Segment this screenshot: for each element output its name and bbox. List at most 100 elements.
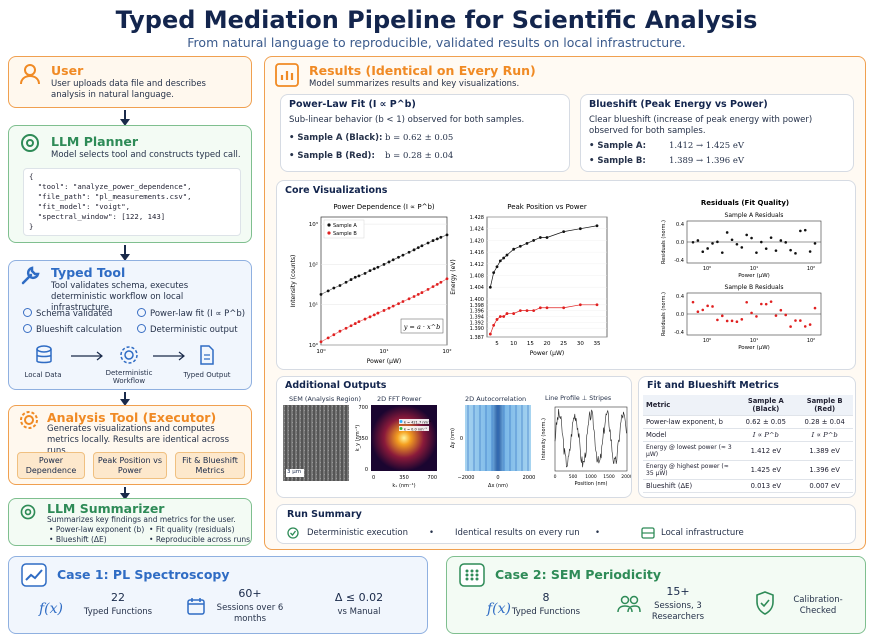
- data-point: [495, 318, 499, 321]
- x-tick-label: 10¹: [750, 266, 758, 272]
- x-tick-label: 5: [495, 341, 499, 347]
- x-axis-label: Power (μW): [738, 345, 770, 351]
- residual-point: [784, 241, 788, 244]
- x-tick-label: 35: [594, 341, 601, 347]
- residual-point: [740, 318, 744, 321]
- residual-point: [799, 229, 802, 233]
- planner-title: LLM Planner: [51, 134, 139, 149]
- summarizer-desc: Summarizes key findings and metrics for …: [47, 515, 236, 524]
- legend-label: Sample A: [333, 223, 357, 229]
- plot-area: [486, 216, 608, 338]
- case2-title: Case 2: SEM Periodicity: [495, 567, 661, 582]
- metrics-card: Fit and Blueshift Metrics Metric Sample …: [638, 376, 856, 498]
- blueshift-b-label: • Sample B:: [589, 156, 646, 166]
- y-tick-label: 1.428: [470, 215, 484, 221]
- data-point: [326, 336, 330, 340]
- powerlaw-title: Power-Law Fit (I ∝ P^b): [289, 99, 416, 110]
- typed-desc: Tool validates schema, executes determin…: [51, 281, 189, 313]
- pill-fit-metrics: Fit & Blueshift Metrics: [175, 452, 245, 479]
- residual-point: [696, 239, 700, 242]
- lineprofile-title: Line Profile ⊥ Stripes: [545, 395, 612, 402]
- data-point: [502, 315, 506, 318]
- data-point: [595, 303, 599, 307]
- residual-point: [789, 325, 792, 328]
- y-axis-label: Residuals (norm.): [661, 220, 667, 264]
- data-point: [338, 329, 342, 333]
- x-axis-label: Power (μW): [738, 273, 770, 279]
- core-title: Core Visualizations: [285, 185, 388, 196]
- metrics-col-a: Sample A (Black): [735, 395, 797, 416]
- legend-marker: [327, 231, 331, 235]
- profile-line: [554, 409, 628, 468]
- data-point: [420, 291, 424, 294]
- arrow-down: [120, 245, 130, 261]
- residual-point: [760, 302, 763, 306]
- data-point: [426, 241, 430, 245]
- run-title: Run Summary: [287, 509, 362, 520]
- case1-stat2-label: Sessions over 6 months: [216, 603, 284, 624]
- residual-point: [725, 231, 729, 234]
- function-icon: f(x): [487, 601, 512, 617]
- check-blueshift: Blueshift calculation: [23, 323, 122, 336]
- data-point: [407, 297, 411, 301]
- powerlaw-a-value: b = 0.62 ± 0.05: [385, 133, 454, 143]
- y-tick-label: -0.4: [674, 258, 684, 264]
- fft-k2-label: k = 0.0 nm⁻¹: [404, 428, 427, 432]
- data-point: [382, 309, 386, 312]
- document-icon: [200, 345, 214, 365]
- data-point: [376, 311, 380, 315]
- check-powerlaw: Power-law fit (I ∝ P^b): [137, 307, 245, 320]
- residual-point: [799, 319, 802, 322]
- residual-point: [706, 304, 709, 308]
- table-row: Energy @ lowest power (≈ 3 μW) 1.412 eV 1.…: [643, 441, 853, 461]
- data-point: [412, 295, 416, 298]
- data-point: [525, 241, 529, 245]
- data-point: [363, 271, 367, 275]
- residual-point: [740, 246, 744, 249]
- residual-point: [779, 239, 783, 242]
- y-tick-label: 1.420: [470, 238, 484, 244]
- data-point: [431, 285, 435, 289]
- data-point: [332, 286, 336, 290]
- metrics-table: Metric Sample A (Black) Sample B (Red) P…: [643, 395, 853, 493]
- data-point: [344, 280, 348, 284]
- data-point: [488, 332, 492, 336]
- pill-peak-position: Peak Position vs Power: [93, 452, 167, 479]
- case2-stat1-value: 8: [542, 591, 550, 604]
- residual-point: [706, 247, 709, 250]
- data-point: [332, 333, 336, 337]
- page-subtitle: From natural language to reproducible, v…: [187, 35, 686, 50]
- data-point: [372, 313, 376, 317]
- sem-scalebar: 3 μm: [287, 469, 302, 475]
- bullet-reproducible: • Reproducible across runs: [149, 535, 251, 544]
- y-tick-label: 10¹: [309, 302, 318, 309]
- residual-point: [701, 308, 705, 312]
- data-point: [349, 278, 353, 281]
- chart-title: Residuals (Fit Quality): [701, 199, 789, 207]
- autocorr-title: 2D Autocorrelation: [465, 395, 527, 403]
- data-point: [562, 306, 566, 310]
- data-point: [495, 265, 499, 269]
- x-tick-label: 10⁰: [316, 348, 326, 355]
- y-tick-label: 1.394: [470, 315, 484, 321]
- y-tick-label: 0.0: [676, 312, 684, 318]
- autocorr-ylabel: Δy (nm): [450, 428, 456, 448]
- data-point: [431, 239, 435, 242]
- residual-point: [755, 251, 758, 254]
- case1-stat3-value: Δ ≤ 0.02: [334, 591, 384, 604]
- x-axis-label: Power (μW): [530, 350, 564, 357]
- data-point: [512, 312, 516, 315]
- residual-point: [764, 302, 768, 306]
- autocorr-ytick: 0: [460, 436, 463, 442]
- residual-point: [730, 238, 734, 242]
- residual-point: [774, 249, 778, 252]
- case2-stat1-label: Typed Functions: [511, 607, 581, 617]
- fft-title: 2D FFT Power: [377, 395, 422, 403]
- flow-workflow: Deterministic Workflow: [105, 369, 153, 385]
- y-tick-label: 1.392: [470, 320, 484, 326]
- case1-stat3-label: vs Manual: [337, 607, 381, 617]
- user-box: User User uploads data file and describe…: [8, 56, 252, 108]
- blueshift-desc: Clear blueshift (increase of peak energy…: [589, 115, 813, 136]
- residual-point: [803, 228, 807, 232]
- y-axis-label: Intensity (norm.): [541, 418, 547, 460]
